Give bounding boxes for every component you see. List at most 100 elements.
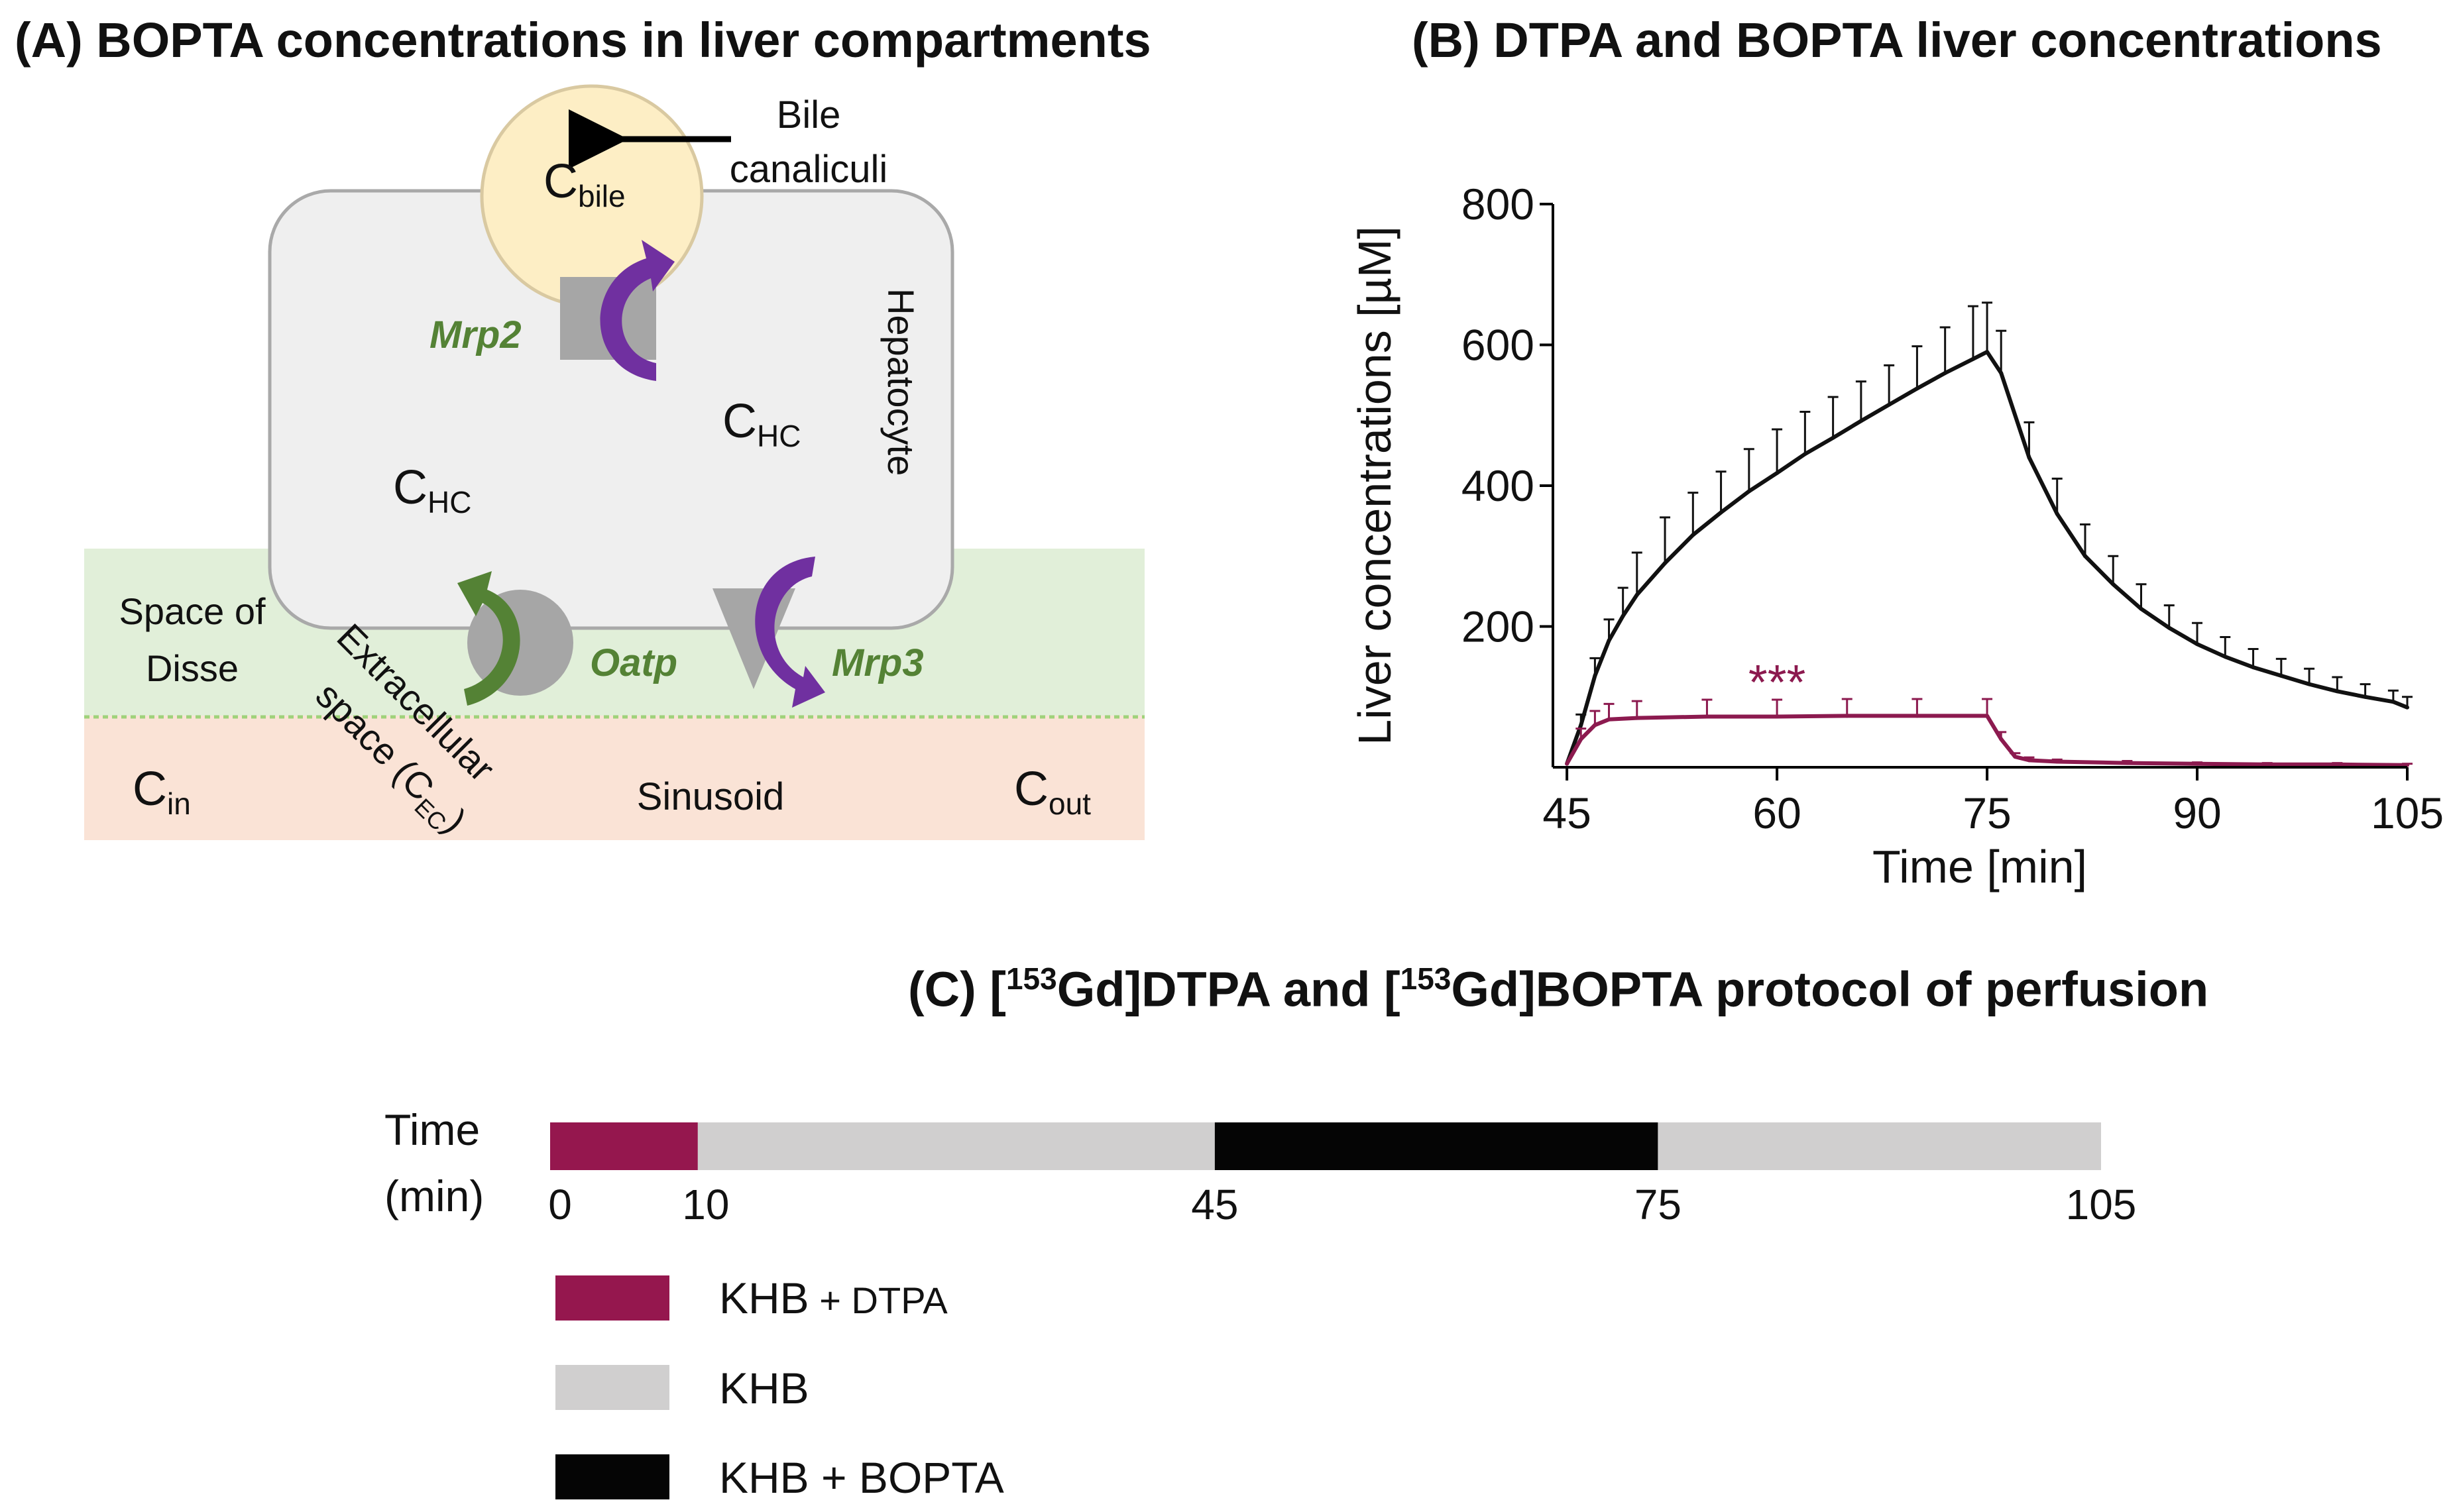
protocol-tick-label: 75: [1634, 1181, 1682, 1228]
protocol-tick-label: 105: [2066, 1181, 2137, 1228]
data-point-dtpa: [1985, 350, 1990, 354]
chart-ticks-layer: 45 60 75 90 105 200 400 600 800: [1461, 180, 2444, 837]
data-point-bopta: [2013, 755, 2018, 759]
y-tick-label: 600: [1461, 321, 1534, 370]
data-point-bopta: [2027, 758, 2031, 763]
y-axis-label: Liver concentrations [µM]: [1349, 226, 1400, 745]
protocol-tick-label: 10: [682, 1181, 729, 1228]
data-point-bopta: [2125, 761, 2130, 765]
c-hc-label-right: CHC: [722, 395, 801, 453]
y-tick-label: 400: [1461, 461, 1534, 510]
data-point-dtpa: [2405, 705, 2409, 710]
data-point-dtpa: [2279, 673, 2283, 678]
data-point-dtpa: [2335, 689, 2340, 694]
data-point-dtpa: [1663, 561, 1668, 565]
data-point-dtpa: [1691, 533, 1695, 537]
protocol-tick-label: 0: [548, 1181, 572, 1228]
data-point-dtpa: [1579, 723, 1583, 728]
data-point-dtpa: [1634, 592, 1639, 597]
data-point-dtpa: [2363, 694, 2367, 699]
data-point-bopta: [1775, 714, 1780, 719]
c-bile-label: Cbile: [543, 155, 626, 213]
data-point-dtpa: [1621, 614, 1625, 618]
x-tick-label: 60: [1752, 788, 1801, 837]
hepatocyte-label: Hepatocyte: [880, 288, 922, 476]
data-point-bopta: [1705, 714, 1709, 719]
data-point-dtpa: [2027, 455, 2031, 460]
y-tick-label: 200: [1461, 602, 1534, 651]
series-dtpa: [1565, 301, 2413, 766]
x-tick-label: 45: [1542, 788, 1591, 837]
data-point-dtpa: [1607, 638, 1611, 643]
data-point-bopta: [1565, 761, 1569, 766]
panel-c-title: (C) [153Gd]DTPA and [153Gd]BOPTA protoco…: [908, 961, 2209, 1017]
data-point-dtpa: [1746, 489, 1751, 494]
protocol-segment: [1658, 1122, 2101, 1170]
series-bopta: [1565, 698, 2413, 767]
oatp-label: Oatp: [590, 641, 677, 684]
data-point-dtpa: [1915, 386, 1919, 391]
protocol-segment: [550, 1122, 698, 1170]
data-point-bopta: [1593, 723, 1597, 728]
data-point-dtpa: [2167, 625, 2171, 630]
data-point-bopta: [2195, 761, 2200, 766]
data-point-bopta: [2055, 759, 2059, 764]
legend-label-bopta: KHB + BOPTA: [719, 1453, 1004, 1502]
protocol-tick-labels: 0 10 45 75 105: [548, 1181, 2136, 1228]
oatp-arrow: [457, 571, 520, 706]
legend-label-dtpa: KHB + DTPA: [719, 1273, 948, 1323]
protocol-timeline: [550, 1122, 2101, 1170]
data-point-dtpa: [1831, 435, 1835, 440]
data-point-bopta: [2335, 762, 2340, 767]
data-point-bopta: [2265, 762, 2269, 767]
data-point-dtpa: [1803, 452, 1807, 457]
sinusoid-region: [84, 716, 1145, 840]
data-point-dtpa: [2082, 554, 2087, 559]
data-point-bopta: [1915, 714, 1919, 718]
panel-b-title: (B) DTPA and BOPTA liver concentrations: [1412, 13, 2382, 68]
bile-label-bottom: canaliculi: [730, 148, 888, 191]
data-point-dtpa: [1719, 510, 1723, 515]
liver-concentration-chart: 45 60 75 90 105 200 400 600 800 Liver concentrat…: [1349, 180, 2444, 892]
perfusion-protocol: Time (min) 0 10 45 75 105 KHB + DTPA KHB KHB…: [384, 1105, 2136, 1502]
data-point-dtpa: [2307, 682, 2312, 686]
legend-swatch-khb: [555, 1365, 669, 1410]
data-point-dtpa: [2251, 665, 2255, 670]
mrp3-arrow: [755, 557, 825, 708]
protocol-tick-label: 45: [1191, 1181, 1238, 1228]
protocol-unit-label: (min): [384, 1171, 484, 1220]
data-point-bopta: [1999, 737, 2004, 741]
x-tick-label: 90: [2173, 788, 2221, 837]
data-point-bopta: [1634, 716, 1639, 720]
c-hc-label-left: CHC: [393, 461, 471, 519]
space-of-disse-label-2: Disse: [146, 647, 239, 689]
data-point-dtpa: [2391, 700, 2395, 704]
data-point-dtpa: [1858, 419, 1863, 423]
x-tick-label: 75: [1963, 788, 2011, 837]
data-point-dtpa: [1999, 371, 2004, 375]
significance-annotation: ***: [1748, 655, 1805, 710]
sinusoid-label: Sinusoid: [637, 775, 784, 818]
protocol-segment: [697, 1122, 1215, 1170]
x-tick-label: 105: [2371, 788, 2444, 837]
data-point-bopta: [1845, 714, 1849, 718]
panel-a-diagram: Bile canaliculi Cbile Mrp2 Hepatocyte CH…: [84, 84, 1145, 841]
legend-swatch-bopta: [555, 1454, 669, 1499]
data-point-dtpa: [2111, 582, 2116, 586]
legend-label-khb: KHB: [719, 1364, 809, 1413]
chart-series-layer: [1565, 301, 2413, 767]
data-point-dtpa: [2055, 512, 2059, 516]
space-of-disse-label-1: Space of: [119, 590, 265, 632]
data-point-bopta: [1985, 714, 1990, 718]
data-point-dtpa: [1970, 356, 1975, 361]
data-point-dtpa: [2139, 606, 2143, 611]
c-in-label: Cin: [133, 763, 191, 821]
panel-a-title: (A) BOPTA concentrations in liver compar…: [15, 13, 1151, 68]
data-point-dtpa: [2195, 642, 2200, 647]
data-point-dtpa: [1943, 371, 1947, 375]
bile-label-top: Bile: [777, 93, 841, 136]
protocol-segment: [1214, 1122, 1658, 1170]
mrp3-label: Mrp3: [832, 641, 924, 684]
data-point-dtpa: [2223, 655, 2228, 659]
